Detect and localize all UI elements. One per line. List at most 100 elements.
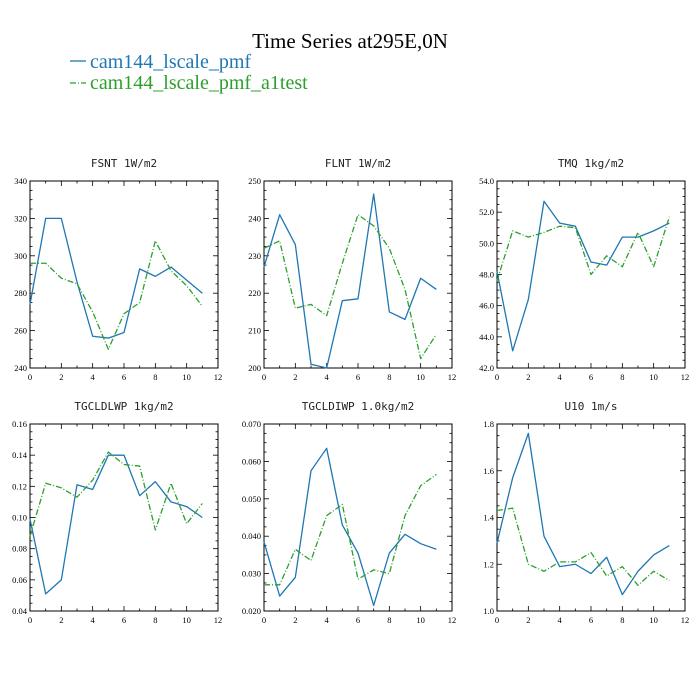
panels: FSNT 1W/m20 2 4 6 8 10 12240260280300320340FLN…	[12, 157, 689, 625]
x-tick-label: 12	[448, 372, 457, 382]
panel-title: FSNT 1W/m2	[91, 157, 157, 170]
y-tick-label: 320	[14, 213, 27, 223]
series-line-2	[496, 216, 670, 281]
x-tick-label: 0	[495, 615, 499, 625]
x-tick-label: 4	[325, 615, 330, 625]
y-tick-label: 300	[14, 251, 27, 261]
y-tick-label: 280	[14, 288, 27, 298]
x-tick-label: 8	[153, 372, 157, 382]
y-tick-label: 0.030	[242, 569, 261, 579]
x-tick-label: 6	[122, 372, 126, 382]
x-tick-label: 8	[387, 615, 391, 625]
y-tick-label: 1.0	[483, 606, 494, 616]
panel-title: TGCLDIWP 1.0kg/m2	[302, 400, 415, 413]
y-tick-label: 0.10	[12, 513, 27, 523]
plot-frame	[263, 423, 453, 612]
y-tick-label: 250	[248, 176, 261, 186]
panel-title: TGCLDLWP 1kg/m2	[74, 400, 173, 413]
x-tick-label: 8	[620, 615, 624, 625]
x-tick-label: 4	[558, 615, 563, 625]
x-tick-label: 6	[356, 372, 360, 382]
series-line-2	[263, 214, 437, 360]
legend-label-series-2: cam144_lscale_pmf_a1test	[90, 72, 308, 94]
x-tick-label: 0	[262, 372, 266, 382]
x-tick-label: 2	[526, 372, 530, 382]
y-tick-label: 0.14	[12, 450, 28, 460]
x-tick-label: 2	[293, 372, 297, 382]
y-tick-label: 1.2	[483, 559, 494, 569]
legend-label-series-1: cam144_lscale_pmf	[90, 51, 251, 73]
x-tick-label: 6	[589, 372, 593, 382]
panel-title: U10 1m/s	[565, 400, 618, 413]
x-tick-label: 6	[589, 615, 593, 625]
plot-frame	[29, 180, 219, 369]
y-tick-label: 46.0	[479, 301, 494, 311]
x-tick-label: 12	[214, 372, 223, 382]
y-tick-label: 1.6	[483, 466, 494, 476]
x-tick-label: 4	[91, 372, 96, 382]
y-tick-label: 0.020	[242, 606, 261, 616]
y-tick-label: 340	[14, 176, 27, 186]
series-line-1	[263, 193, 437, 369]
series-line-2	[496, 507, 670, 586]
x-tick-label: 4	[91, 615, 96, 625]
y-tick-label: 0.06	[12, 575, 27, 585]
x-tick-label: 10	[649, 372, 658, 382]
x-tick-label: 6	[356, 615, 360, 625]
y-tick-label: 1.8	[483, 419, 494, 429]
x-tick-label: 10	[182, 372, 191, 382]
series-line-1	[496, 432, 670, 596]
panel-5: TGCLDIWP 1.0kg/m2 0 2 4 6 8 10 12 0.020 0.030 0.04…	[242, 400, 456, 625]
y-tick-label: 0.070	[242, 419, 261, 429]
y-tick-label: 260	[14, 326, 27, 336]
y-tick-label: 52.0	[479, 207, 494, 217]
series-line-1	[496, 200, 670, 352]
y-tick-label: 240	[14, 363, 27, 373]
y-tick-label: 44.0	[479, 332, 494, 342]
x-tick-label: 8	[620, 372, 624, 382]
figure-title: Time Series at295E,0N	[252, 29, 448, 53]
x-tick-label: 0	[495, 372, 499, 382]
x-tick-label: 2	[526, 615, 530, 625]
y-tick-label: 50.0	[479, 238, 494, 248]
panel-title: FLNT 1W/m2	[325, 157, 391, 170]
y-tick-label: 0.050	[242, 494, 261, 504]
y-tick-label: 230	[248, 251, 261, 261]
panel-6: U10 1m/s 0 2 4 6 8 10 12 1.0 1.2 1.4 1.6 1.8	[483, 400, 689, 625]
y-tick-label: 210	[248, 326, 261, 336]
y-tick-label: 0.16	[12, 419, 27, 429]
x-tick-label: 6	[122, 615, 126, 625]
y-tick-label: 0.04	[12, 606, 28, 616]
x-tick-label: 4	[325, 372, 330, 382]
x-tick-label: 12	[448, 615, 457, 625]
plot-frame	[496, 423, 686, 612]
y-tick-label: 0.040	[242, 531, 261, 541]
y-tick-label: 0.12	[12, 481, 27, 491]
series-line-1	[29, 454, 203, 595]
panel-2: FLNT 1W/m2 0 2 4 6 8 10 12 200 210 220 230 240 250	[248, 157, 456, 382]
plot-frame	[263, 180, 453, 369]
x-tick-label: 0	[28, 615, 32, 625]
x-tick-label: 12	[681, 372, 690, 382]
x-tick-label: 10	[416, 615, 425, 625]
x-tick-label: 8	[153, 615, 157, 625]
x-tick-label: 10	[182, 615, 191, 625]
x-tick-label: 12	[214, 615, 223, 625]
panel-3: TMQ 1kg/m2 0 2 4 6 8 10 12 42.0 44.0 46.0 48.0 50.0 5…	[479, 157, 689, 382]
x-tick-label: 10	[649, 615, 658, 625]
y-tick-label: 1.4	[483, 513, 494, 523]
x-tick-label: 4	[558, 372, 563, 382]
legend: cam144_lscale_pmf cam144_lscale_pmf_a1te…	[70, 51, 308, 94]
x-tick-label: 2	[59, 615, 63, 625]
panel-1: FSNT 1W/m2 0 2 4 6 8 10 12 240 260 280 300 320 340	[14, 157, 222, 382]
x-tick-label: 0	[28, 372, 32, 382]
series-line-1	[29, 217, 203, 339]
panel-title: TMQ 1kg/m2	[558, 157, 624, 170]
y-tick-label: 220	[248, 288, 261, 298]
x-tick-label: 0	[262, 615, 266, 625]
x-tick-label: 8	[387, 372, 391, 382]
y-tick-label: 42.0	[479, 363, 494, 373]
y-tick-label: 0.08	[12, 544, 27, 554]
series-line-1	[263, 447, 437, 607]
